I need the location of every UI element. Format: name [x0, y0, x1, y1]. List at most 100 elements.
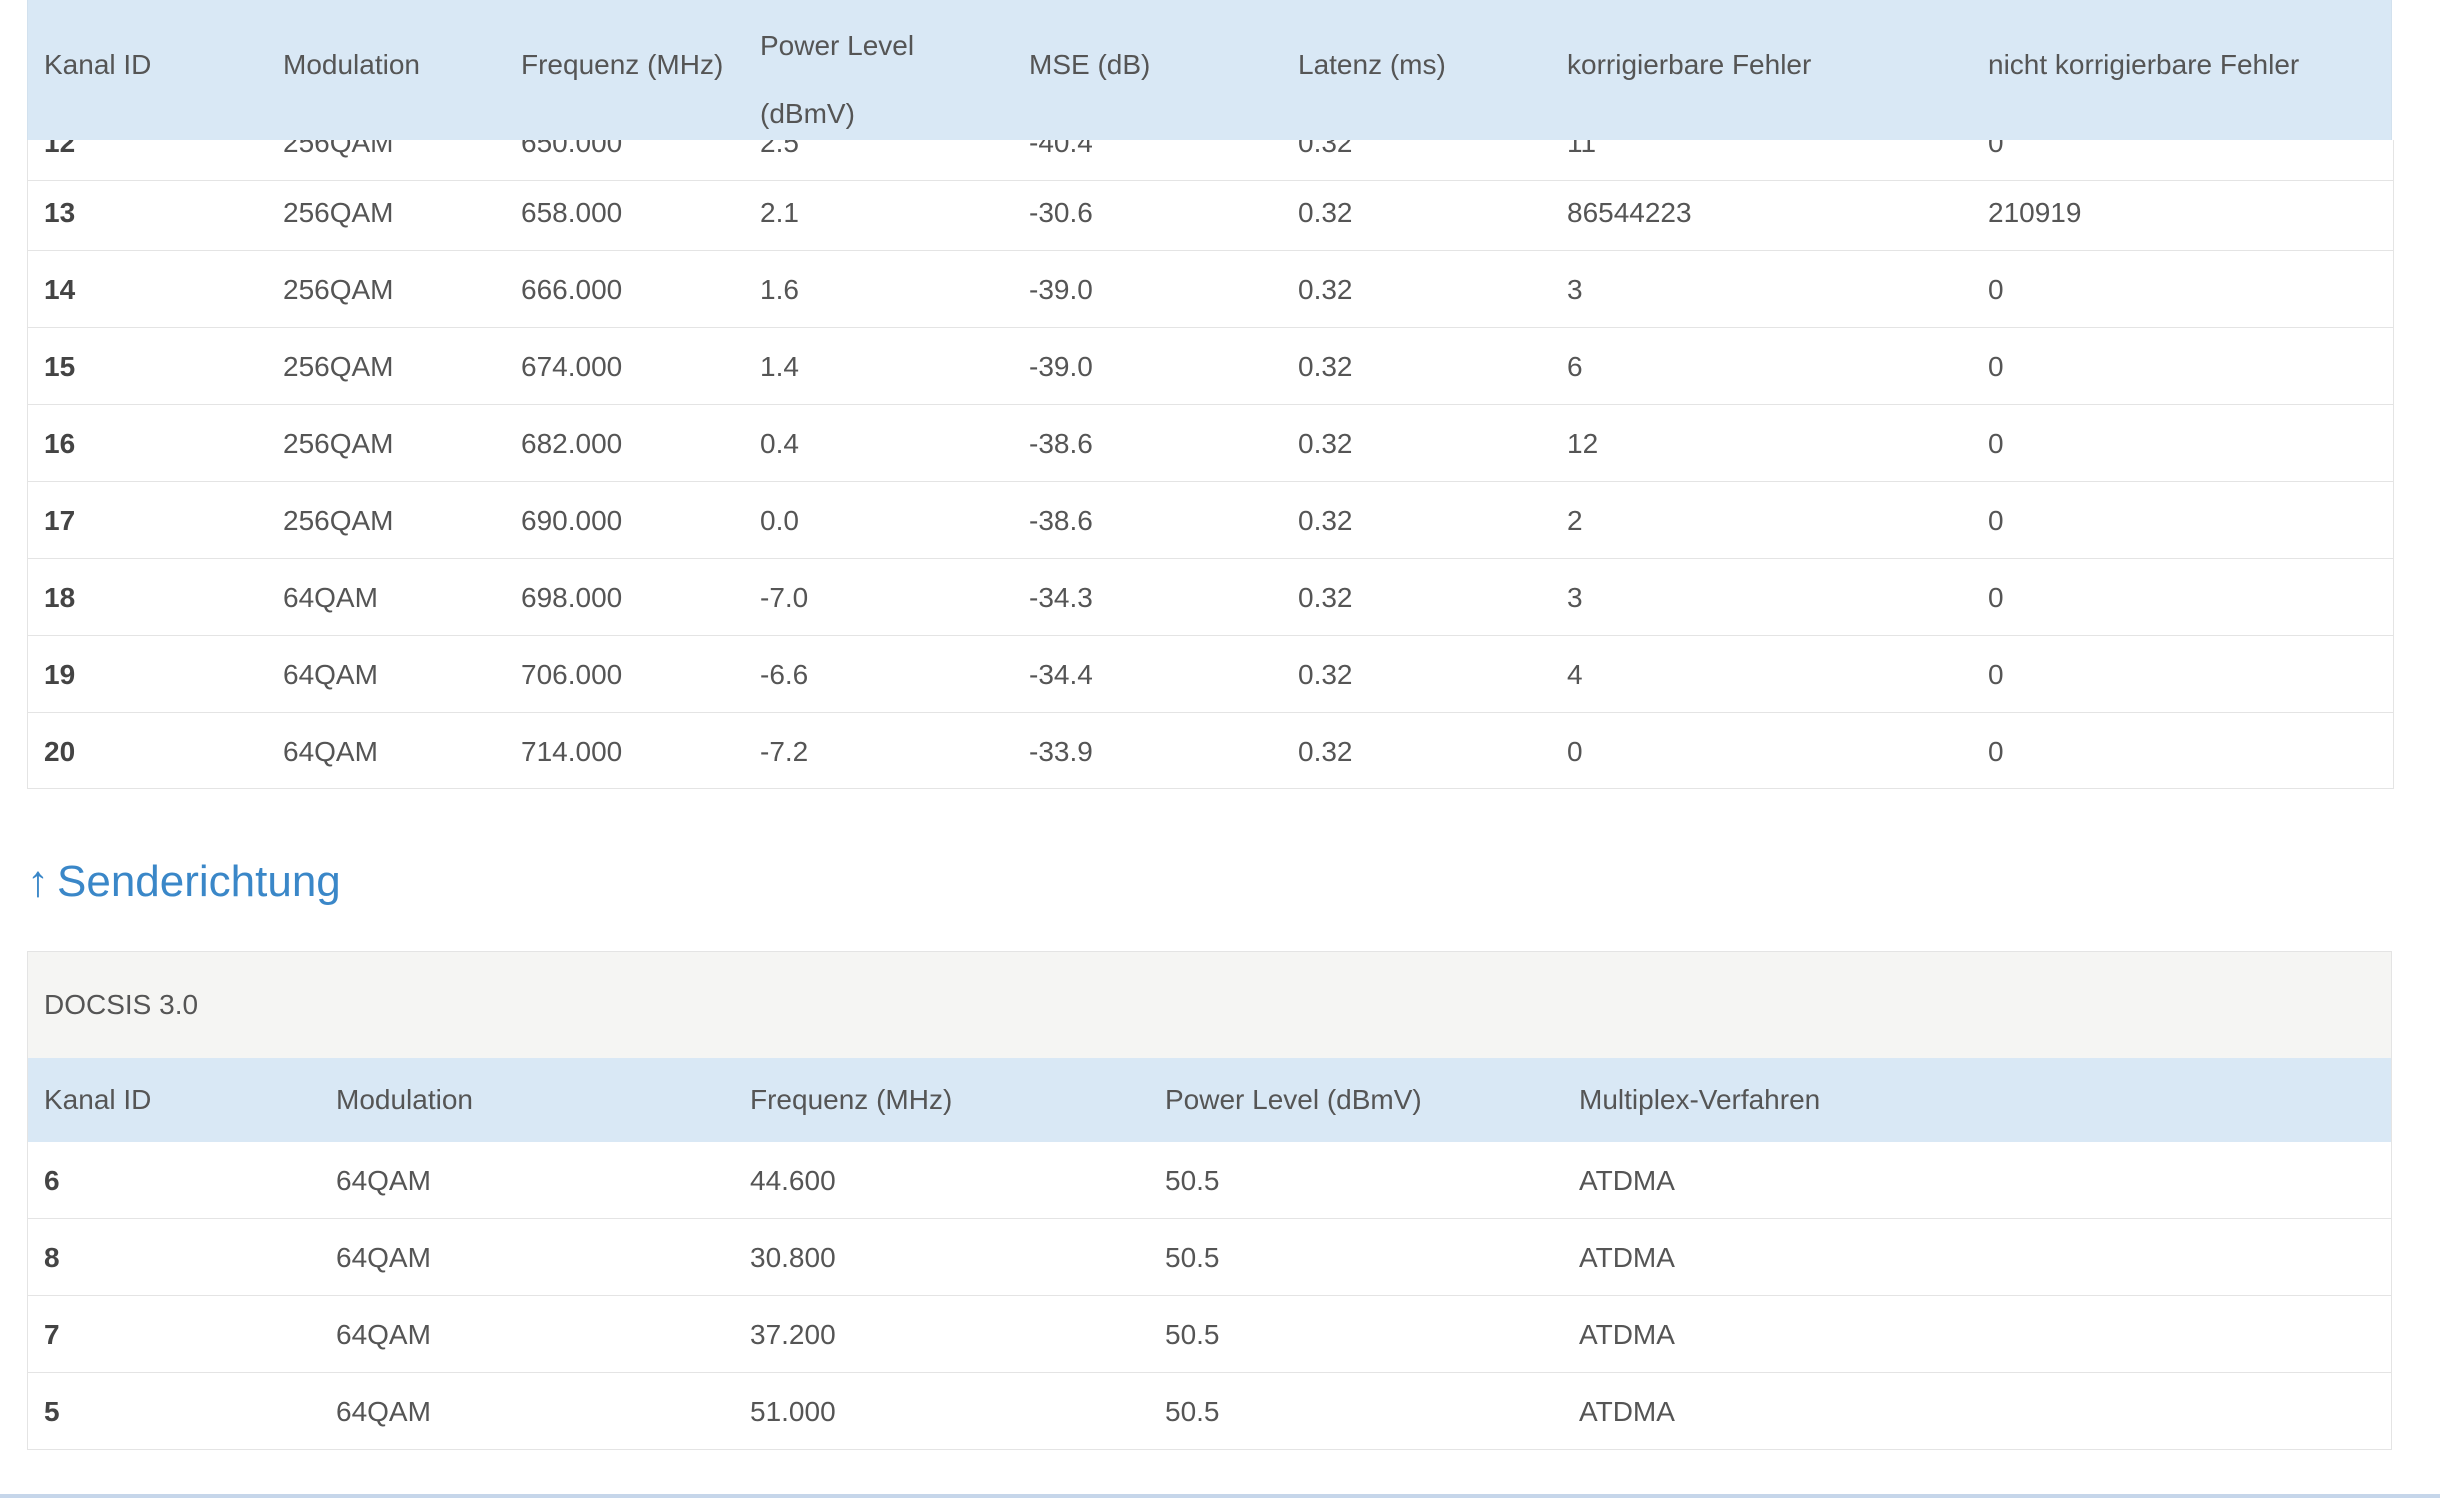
header-power-level-line2: (dBmV) [760, 98, 855, 129]
arrow-up-icon: ↑ [27, 857, 49, 906]
modulation-cell: 256QAM [283, 428, 394, 459]
mse-cell: -40.4 [1029, 140, 1093, 158]
nicht-korrigierbare-cell: 0 [1988, 659, 2004, 690]
modulation-cell: 64QAM [283, 582, 378, 613]
nicht-korrigierbare-cell: 0 [1988, 736, 2004, 767]
docsis-caption: DOCSIS 3.0 [28, 952, 2391, 1058]
latenz-cell: 0.32 [1298, 582, 1353, 613]
frequenz-cell: 674.000 [521, 351, 623, 382]
power-cell: 50.5 [1165, 1319, 1220, 1350]
nicht-korrigierbare-cell: 0 [1988, 428, 2004, 459]
frequenz-cell: 714.000 [521, 736, 623, 767]
header-multiplex-verfahren[interactable]: Multiplex-Verfahren [1579, 1084, 1821, 1115]
header-modulation[interactable]: Modulation [336, 1084, 473, 1115]
kanal-id-cell: 15 [44, 351, 76, 382]
korrigierbare-cell: 86544223 [1567, 197, 1692, 228]
kanal-id-cell: 17 [44, 505, 76, 536]
header-latenz[interactable]: Latenz (ms) [1298, 49, 1446, 80]
header-nicht-korrigierbare-fehler[interactable]: nicht korrigierbare Fehler [1988, 49, 2300, 80]
kanal-id-cell: 12 [44, 140, 76, 158]
table-row: 14 256QAM 666.000 1.6 -39.0 0.32 3 0 [28, 251, 2393, 328]
korrigierbare-cell: 3 [1567, 274, 1583, 305]
frequenz-cell: 44.600 [750, 1165, 836, 1196]
section-title-senderichtung: ↑ Senderichtung [27, 852, 341, 912]
section-title-text: Senderichtung [57, 857, 341, 906]
nicht-korrigierbare-cell: 0 [1988, 274, 2004, 305]
latenz-cell: 0.32 [1298, 197, 1353, 228]
header-kanal-id[interactable]: Kanal ID [44, 49, 152, 80]
upstream-table: DOCSIS 3.0 Kanal ID Modulation Frequenz … [27, 951, 2392, 1450]
mse-cell: -38.6 [1029, 505, 1093, 536]
korrigierbare-cell: 11 [1567, 140, 1597, 158]
downstream-table-body[interactable]: 12 256QAM 650.000 2.5 -40.4 0.32 11 0 13… [27, 140, 2394, 789]
korrigierbare-cell: 2 [1567, 505, 1583, 536]
mse-cell: -30.6 [1029, 197, 1093, 228]
power-cell: 50.5 [1165, 1242, 1220, 1273]
kanal-id-cell: 18 [44, 582, 76, 613]
multiplex-cell: ATDMA [1579, 1242, 1675, 1273]
power-cell: -6.6 [760, 659, 809, 690]
frequenz-cell: 690.000 [521, 505, 623, 536]
table-row: 13 256QAM 658.000 2.1 -30.6 0.32 8654422… [28, 174, 2393, 251]
table-row: 8 64QAM 30.800 50.5 ATDMA [28, 1219, 2391, 1296]
header-power-level[interactable]: Power Level (dBmV) [1165, 1084, 1422, 1115]
header-frequenz[interactable]: Frequenz (MHz) [521, 49, 724, 80]
mse-cell: -34.4 [1029, 659, 1093, 690]
modulation-cell: 64QAM [283, 736, 378, 767]
header-mse[interactable]: MSE (dB) [1029, 49, 1151, 80]
header-power-level[interactable]: Power Level (dBmV) [760, 12, 914, 148]
header-modulation[interactable]: Modulation [283, 49, 420, 80]
korrigierbare-cell: 12 [1567, 428, 1599, 459]
modulation-cell: 64QAM [283, 659, 378, 690]
latenz-cell: 0.32 [1298, 274, 1353, 305]
korrigierbare-cell: 0 [1567, 736, 1583, 767]
latenz-cell: 0.32 [1298, 428, 1353, 459]
modulation-cell: 256QAM [283, 505, 394, 536]
mse-cell: -33.9 [1029, 736, 1093, 767]
power-cell: 1.6 [760, 274, 799, 305]
power-cell: 0.4 [760, 428, 799, 459]
power-cell: 50.5 [1165, 1165, 1220, 1196]
nicht-korrigierbare-cell: 0 [1988, 351, 2004, 382]
latenz-cell: 0.32 [1298, 140, 1353, 158]
table-row: 17 256QAM 690.000 0.0 -38.6 0.32 2 0 [28, 482, 2393, 559]
latenz-cell: 0.32 [1298, 736, 1353, 767]
header-power-level-line1: Power Level [760, 30, 915, 61]
header-kanal-id[interactable]: Kanal ID [44, 1084, 152, 1115]
mse-cell: -39.0 [1029, 351, 1093, 382]
nicht-korrigierbare-cell: 0 [1988, 582, 2004, 613]
table-row: 19 64QAM 706.000 -6.6 -34.4 0.32 4 0 [28, 636, 2393, 713]
frequenz-cell: 650.000 [521, 140, 623, 158]
korrigierbare-cell: 6 [1567, 351, 1583, 382]
power-cell: 2.5 [760, 140, 799, 158]
table-row: 18 64QAM 698.000 -7.0 -34.3 0.32 3 0 [28, 559, 2393, 636]
mse-cell: -39.0 [1029, 274, 1093, 305]
kanal-id-cell: 13 [44, 197, 76, 228]
mse-cell: -34.3 [1029, 582, 1093, 613]
frequenz-cell: 706.000 [521, 659, 623, 690]
modulation-cell: 256QAM [283, 140, 394, 158]
kanal-id-cell: 7 [44, 1319, 60, 1350]
table-row: 5 64QAM 51.000 50.5 ATDMA [28, 1373, 2391, 1450]
kanal-id-cell: 19 [44, 659, 76, 690]
header-frequenz[interactable]: Frequenz (MHz) [750, 1084, 953, 1115]
korrigierbare-cell: 4 [1567, 659, 1583, 690]
kanal-id-cell: 5 [44, 1396, 60, 1427]
latenz-cell: 0.32 [1298, 505, 1353, 536]
modulation-cell: 256QAM [283, 197, 394, 228]
table-row: 7 64QAM 37.200 50.5 ATDMA [28, 1296, 2391, 1373]
multiplex-cell: ATDMA [1579, 1396, 1675, 1427]
mse-cell: -38.6 [1029, 428, 1093, 459]
frequenz-cell: 30.800 [750, 1242, 836, 1273]
table-row: 20 64QAM 714.000 -7.2 -33.9 0.32 0 0 [28, 713, 2393, 788]
table-row: 16 256QAM 682.000 0.4 -38.6 0.32 12 0 [28, 405, 2393, 482]
header-korrigierbare-fehler[interactable]: korrigierbare Fehler [1567, 49, 1812, 80]
power-cell: 2.1 [760, 197, 799, 228]
modulation-cell: 64QAM [336, 1242, 431, 1273]
multiplex-cell: ATDMA [1579, 1165, 1675, 1196]
power-cell: 50.5 [1165, 1396, 1220, 1427]
power-cell: 1.4 [760, 351, 799, 382]
frequenz-cell: 682.000 [521, 428, 623, 459]
nicht-korrigierbare-cell: 0 [1988, 140, 2004, 158]
korrigierbare-cell: 3 [1567, 582, 1583, 613]
